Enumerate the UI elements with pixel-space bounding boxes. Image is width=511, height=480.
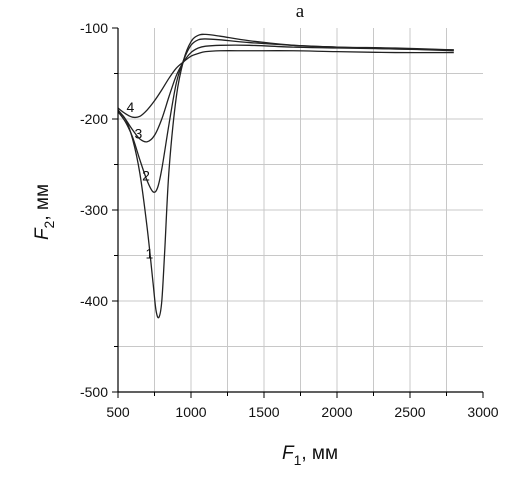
y-tick-label: -200 (80, 111, 108, 127)
y-axis-title: F2, мм (32, 184, 57, 240)
x-axis-title: F1, мм (282, 443, 338, 468)
series-line-4 (117, 50, 454, 119)
series-label-2: 2 (142, 167, 150, 183)
series-line-2 (117, 38, 454, 193)
x-tick-label: 1500 (248, 404, 279, 420)
x-axis-var: F (282, 443, 295, 464)
y-axis-var: F (32, 227, 53, 240)
x-axis-unit: , мм (301, 443, 338, 464)
y-axis-sub: 2 (41, 220, 57, 228)
y-tick-label: -500 (80, 384, 108, 400)
chart-labels: 500 1000 1500 2000 2500 3000 -500 -400 -300 -200 -… (80, 20, 499, 420)
series-label-1: 1 (145, 246, 153, 262)
chart-title: a (296, 1, 305, 22)
series-line-1 (117, 33, 454, 319)
x-tick-label: 1000 (175, 404, 206, 420)
x-axis-sub: 1 (294, 452, 302, 468)
y-tick-label: -400 (80, 293, 108, 309)
y-axis-unit: , мм (32, 184, 53, 221)
y-tick-label: -100 (80, 20, 108, 36)
series-label-3: 3 (135, 126, 143, 142)
y-tick-label: -300 (80, 202, 108, 218)
chart-axes (112, 27, 484, 398)
chart-grid (118, 28, 483, 392)
x-tick-label: 3000 (467, 404, 498, 420)
x-tick-label: 2500 (394, 404, 425, 420)
x-tick-label: 500 (106, 404, 130, 420)
series-label-4: 4 (127, 99, 135, 115)
chart-series-layer (117, 33, 454, 319)
x-tick-label: 2000 (321, 404, 352, 420)
